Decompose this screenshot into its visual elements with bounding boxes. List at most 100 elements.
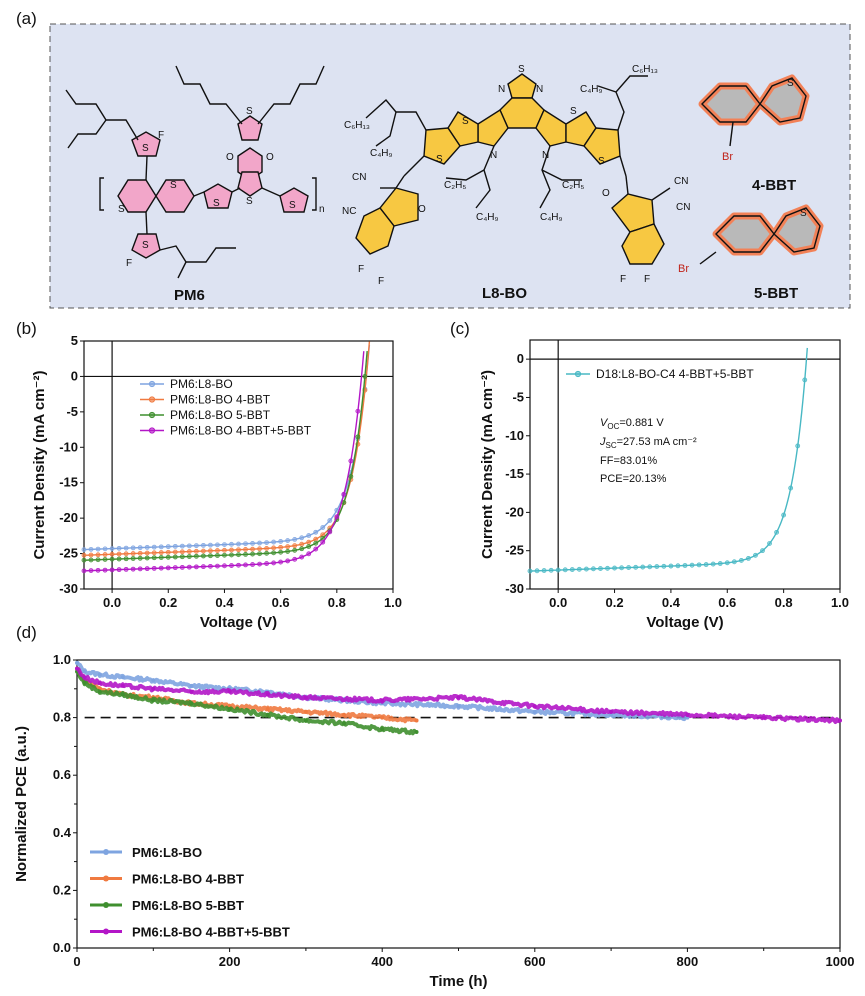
data-point [82,675,87,680]
data-point [222,542,227,547]
data-point [838,718,842,723]
data-point [264,550,269,556]
data-point [591,566,596,572]
data-point [380,715,385,720]
svg-text:JSC=27.53 mA cm⁻²: JSC=27.53 mA cm⁻² [599,436,697,450]
data-point [109,567,115,573]
data-point [738,558,744,563]
svg-text:C₄H₉: C₄H₉ [476,212,499,223]
data-point [151,678,156,683]
legend-entry: PM6:L8-BO [132,845,202,860]
data-point [654,564,660,569]
y-tick-label: -25 [505,543,524,558]
data-point [227,689,232,694]
data-point [229,547,234,553]
y-tick-label: -15 [505,466,524,481]
data-point [123,556,129,562]
data-point [144,550,150,556]
data-point [120,683,125,688]
y-tick-label: 0.8 [53,710,71,725]
data-point [144,555,150,561]
svg-text:O: O [602,188,610,199]
data-point [527,568,533,574]
data-point [802,377,808,383]
data-point [179,564,185,570]
svg-text:VOC=0.881 V: VOC=0.881 V [600,417,664,431]
data-point [172,549,178,555]
x-tick-label: 800 [677,954,699,969]
data-point [222,552,227,558]
y-tick-label: 1.0 [53,652,71,667]
data-point [342,712,347,717]
data-point [165,549,171,555]
svg-text:S: S [142,240,149,251]
y-tick-label: -10 [505,428,524,443]
data-point [88,546,94,552]
data-point [548,567,554,573]
svg-text:S: S [289,200,296,211]
data-point [215,553,220,558]
data-point [81,557,87,563]
data-point [144,566,150,572]
data-point [144,544,150,550]
y-tick-label: 0 [71,368,78,383]
data-point [102,552,108,557]
data-point [265,706,270,711]
data-point [186,564,192,570]
data-point [355,434,361,440]
data-point [95,557,101,563]
data-point [193,564,199,570]
data-point [327,518,333,523]
x-tick-label: 600 [524,954,546,969]
y-tick-label: -30 [505,581,524,596]
data-point [299,546,305,552]
data-point [414,718,419,723]
data-point [172,554,178,560]
data-point [292,556,298,562]
y-tick-label: 5 [71,333,78,348]
data-point [215,563,220,569]
bbt4-label: 4-BBT [752,177,796,194]
x-tick-label: 0.6 [272,595,290,610]
x-tick-label: 0.2 [606,595,624,610]
data-point [285,549,291,554]
svg-text:S: S [570,106,577,117]
data-point [380,698,385,703]
svg-text:F: F [158,130,164,141]
data-point [116,551,122,557]
data-point [229,541,234,547]
data-point [668,563,674,569]
data-point [102,557,108,562]
y-axis-title: Current Density (mA cm⁻²) [31,370,48,559]
data-point [116,556,122,562]
y-tick-label: -15 [59,475,78,490]
plot-frame [83,340,394,590]
legend-entry: PM6:L8-BO [170,377,233,391]
data-point [532,709,537,714]
data-point [271,550,277,556]
data-point [130,566,136,572]
data-point [609,712,614,717]
pm6-structure [65,65,325,279]
data-point [380,727,385,732]
data-point [675,563,681,569]
data-point [151,550,157,556]
data-point [137,566,143,572]
plot-frame [529,339,841,590]
svg-text:N: N [498,84,505,95]
data-point [97,681,102,686]
x-tick-label: 0.0 [103,595,121,610]
data-point [414,730,419,734]
legend-swatch-marker [103,928,109,935]
svg-text:N: N [536,84,543,95]
svg-text:C₂H₅: C₂H₅ [562,180,584,191]
series-markers [527,377,808,574]
data-point [327,529,333,535]
data-point [97,672,102,677]
data-point [569,567,575,572]
legend-swatch-marker [103,902,109,908]
data-point [334,514,340,520]
panel-c-label: (c) [450,319,470,338]
jv-chart-c: 0.0 0.2 0.4 0.6 0.8 1.0 0 -5 -10 -15 -20 -25 -30 Volt… [479,339,849,631]
data-point [285,558,291,564]
